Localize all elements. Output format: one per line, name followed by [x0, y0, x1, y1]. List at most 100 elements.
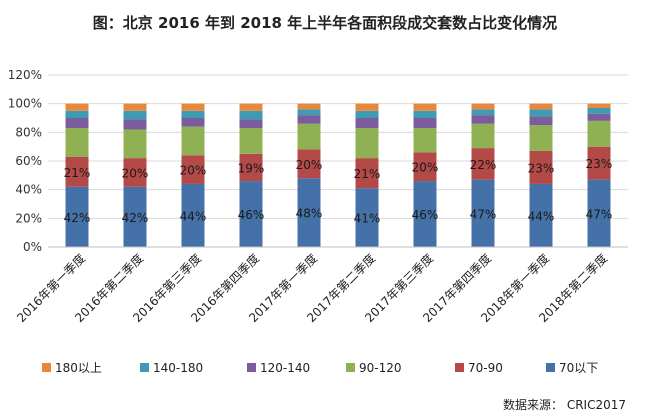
bar-segment [123, 186, 147, 247]
y-tick-label: 0% [23, 240, 42, 254]
data-label: 44% [180, 209, 207, 223]
legend-item: 120-140 [247, 361, 310, 375]
legend-label: 140-180 [153, 361, 203, 375]
data-label: 21% [354, 167, 381, 181]
legend-item: 70以下 [546, 361, 598, 375]
bar-segment [181, 103, 205, 111]
bar-segment [181, 110, 205, 118]
bar-segment [123, 129, 147, 159]
bar-segment [239, 153, 263, 182]
data-label: 44% [528, 209, 555, 223]
data-label: 46% [238, 208, 265, 222]
chart-title: 图：北京 2016 年到 2018 年上半年各面积段成交套数占比变化情况 [92, 14, 558, 32]
chart-source: 数据来源： CRIC2017 [503, 398, 626, 412]
bar-segment [413, 110, 437, 118]
bar-segment [355, 110, 379, 118]
bar-segment [123, 119, 147, 130]
data-label: 21% [64, 166, 91, 180]
legend-swatch [247, 363, 256, 372]
y-tick-label: 100% [8, 97, 42, 111]
bar-segment [413, 181, 437, 247]
data-label: 20% [296, 158, 323, 172]
bar-segment [471, 103, 495, 110]
bar-segment [587, 146, 611, 180]
data-label: 42% [122, 211, 149, 225]
data-label: 20% [180, 164, 207, 178]
bar-segment [413, 118, 437, 129]
bar-segment [65, 156, 89, 187]
bar-segment [297, 149, 321, 179]
bar-segment [181, 126, 205, 156]
bar-segment [355, 118, 379, 129]
data-label: 47% [586, 207, 613, 221]
bar-segment [239, 110, 263, 120]
bar-segment [471, 109, 495, 116]
bar-segment [239, 103, 263, 111]
bar-segment [181, 155, 205, 184]
bar-segment [587, 120, 611, 147]
legend-label: 90-120 [359, 361, 402, 375]
bar-segment [239, 128, 263, 154]
data-label: 20% [412, 161, 439, 175]
legend-label: 120-140 [260, 361, 310, 375]
data-label: 46% [412, 208, 439, 222]
bar-segment [413, 152, 437, 182]
y-tick-label: 60% [15, 154, 42, 168]
bar-segment [297, 103, 321, 110]
bar-segment [529, 109, 553, 117]
bar-segment [471, 115, 495, 124]
data-label: 42% [64, 211, 91, 225]
bar-segment [181, 183, 205, 247]
legend-item: 140-180 [140, 361, 203, 375]
bar-segment [529, 103, 553, 110]
bar-segment [413, 128, 437, 153]
legend-swatch [546, 363, 555, 372]
data-label: 22% [470, 158, 497, 172]
bar-segment [65, 118, 89, 129]
bar-segment [297, 109, 321, 116]
legend-item: 180以上 [42, 361, 102, 375]
bar-segment [355, 103, 379, 111]
data-label: 20% [122, 166, 149, 180]
legend-label: 70-90 [468, 361, 503, 375]
y-tick-label: 40% [15, 183, 42, 197]
legend-swatch [455, 363, 464, 372]
bar-segment [413, 103, 437, 111]
bar-segment [529, 150, 553, 184]
data-label: 47% [470, 207, 497, 221]
bar-segment [297, 123, 321, 150]
legend-swatch [140, 363, 149, 372]
bar-segment [65, 128, 89, 157]
bar-segment [239, 119, 263, 129]
bar-segment [471, 123, 495, 149]
legend-item: 70-90 [455, 361, 503, 375]
y-tick-label: 120% [8, 68, 42, 82]
bar-segment [297, 178, 321, 247]
bar-segment [239, 181, 263, 247]
legend-swatch [346, 363, 355, 372]
bar-segment [123, 158, 147, 187]
bar-segment [529, 116, 553, 126]
bar-segment [297, 115, 321, 124]
bar-segment [65, 110, 89, 118]
data-label: 23% [528, 161, 555, 175]
bar-segment [355, 128, 379, 159]
bar-segment [123, 110, 147, 120]
bar-segment [471, 179, 495, 247]
bar-segment [529, 125, 553, 151]
data-label: 48% [296, 207, 323, 221]
legend-label: 180以上 [55, 361, 102, 375]
bar-segment [181, 118, 205, 127]
bar-segment [65, 103, 89, 111]
bar-segment [65, 186, 89, 247]
bar-segment [471, 148, 495, 180]
bar-segment [587, 113, 611, 121]
legend-item: 90-120 [346, 361, 402, 375]
data-label: 41% [354, 212, 381, 226]
legend-swatch [42, 363, 51, 372]
data-label: 19% [238, 161, 265, 175]
bar-segment [587, 107, 611, 114]
y-tick-label: 20% [15, 211, 42, 225]
bar-segment [587, 103, 611, 108]
